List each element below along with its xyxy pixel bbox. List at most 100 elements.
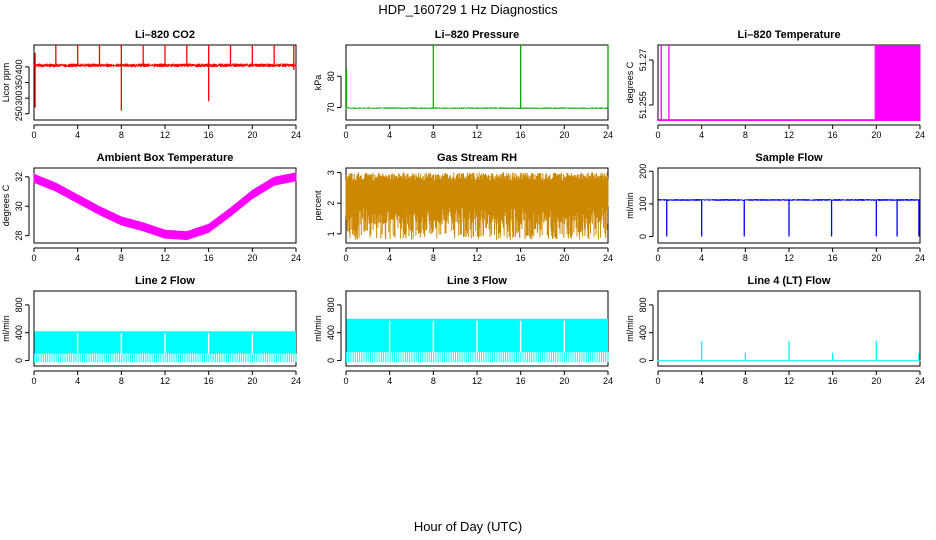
series xyxy=(34,331,297,363)
y-tick-label: 300 xyxy=(14,91,24,106)
x-tick-label: 4 xyxy=(75,376,80,386)
y-axis: 1 2 3 xyxy=(326,170,342,236)
x-tick-label: 24 xyxy=(915,130,925,140)
y-axis: 0 400 800 xyxy=(14,297,30,363)
panel-1: Li–820 CO2 Licor ppm 0 4 8 12 16 20 24 2503003504… xyxy=(1,29,301,140)
x-tick-label: 24 xyxy=(603,253,613,263)
plot-frame xyxy=(33,290,297,367)
x-tick-label: 12 xyxy=(472,253,482,263)
figure-title: HDP_160729 1 Hz Diagnostics xyxy=(378,2,558,17)
x-tick-label: 8 xyxy=(743,130,748,140)
x-tick-label: 16 xyxy=(516,253,526,263)
x-tick-label: 12 xyxy=(472,376,482,386)
series-line xyxy=(657,199,921,201)
x-tick-label: 20 xyxy=(559,130,569,140)
x-tick-label: 8 xyxy=(431,253,436,263)
y-tick-label: 800 xyxy=(14,297,24,312)
figure-xlabel: Hour of Day (UTC) xyxy=(414,519,522,534)
x-axis: 0 4 8 12 16 20 24 xyxy=(31,370,301,386)
plot-frame xyxy=(657,167,921,244)
panel-7: Line 2 Flow ml/min 0 4 8 12 16 20 24 0 400 800 xyxy=(1,275,301,386)
x-tick-label: 12 xyxy=(160,130,170,140)
x-tick-label: 16 xyxy=(828,130,838,140)
x-axis: 0 4 8 12 16 20 24 xyxy=(655,124,925,140)
x-tick-label: 4 xyxy=(75,253,80,263)
x-tick-label: 24 xyxy=(915,253,925,263)
y-tick-label: 250 xyxy=(14,106,24,121)
x-tick-label: 12 xyxy=(784,130,794,140)
x-tick-label: 4 xyxy=(387,130,392,140)
panel-title: Li–820 Temperature xyxy=(737,29,840,41)
series-line xyxy=(657,120,921,121)
y-tick-label: 0 xyxy=(638,358,648,363)
series xyxy=(657,45,921,121)
x-axis: 0 4 8 12 16 20 24 xyxy=(31,124,301,140)
series-line xyxy=(345,107,609,110)
series xyxy=(657,341,921,362)
x-tick-label: 24 xyxy=(915,376,925,386)
x-tick-label: 12 xyxy=(472,130,482,140)
x-tick-label: 12 xyxy=(160,253,170,263)
series xyxy=(346,318,609,363)
x-tick-label: 16 xyxy=(516,376,526,386)
panel-2: Li–820 Pressure kPa 0 4 8 12 16 20 24 70 80 xyxy=(313,29,613,140)
x-tick-label: 0 xyxy=(655,253,660,263)
y-axis-label: ml/min xyxy=(625,192,635,219)
x-tick-label: 8 xyxy=(431,376,436,386)
y-tick-label: 0 xyxy=(638,234,648,239)
y-axis-label: ml/min xyxy=(313,315,323,342)
y-tick-label: 30 xyxy=(14,201,24,211)
x-tick-label: 4 xyxy=(699,130,704,140)
x-tick-label: 8 xyxy=(743,253,748,263)
x-tick-label: 20 xyxy=(559,376,569,386)
series xyxy=(345,172,609,240)
panel-title: Ambient Box Temperature xyxy=(97,152,234,164)
x-tick-label: 24 xyxy=(291,253,301,263)
x-tick-label: 8 xyxy=(119,376,124,386)
x-tick-label: 12 xyxy=(784,376,794,386)
x-axis: 0 4 8 12 16 20 24 xyxy=(31,247,301,263)
x-tick-label: 4 xyxy=(75,130,80,140)
x-tick-label: 24 xyxy=(291,130,301,140)
x-tick-label: 20 xyxy=(871,253,881,263)
y-axis-label: kPa xyxy=(313,75,323,91)
panel-title: Line 4 (LT) Flow xyxy=(748,275,831,287)
x-tick-label: 0 xyxy=(343,376,348,386)
x-axis: 0 4 8 12 16 20 24 xyxy=(655,247,925,263)
x-tick-label: 4 xyxy=(699,376,704,386)
y-tick-label: 51.255 xyxy=(638,91,648,119)
x-axis: 0 4 8 12 16 20 24 xyxy=(343,247,613,263)
x-tick-label: 4 xyxy=(387,376,392,386)
y-tick-label: 800 xyxy=(638,297,648,312)
y-axis-label: degrees C xyxy=(1,184,11,226)
y-axis-label: Licor ppm xyxy=(1,63,11,103)
y-tick-label: 100 xyxy=(638,196,648,211)
x-tick-label: 16 xyxy=(204,376,214,386)
y-tick-label: 1 xyxy=(326,231,336,236)
x-tick-label: 12 xyxy=(160,376,170,386)
x-tick-label: 4 xyxy=(387,253,392,263)
series-line xyxy=(345,172,609,240)
panel-title: Line 3 Flow xyxy=(447,275,507,287)
series-line xyxy=(657,360,921,362)
panel-title: Sample Flow xyxy=(755,152,823,164)
y-axis-label: percent xyxy=(313,190,323,221)
series xyxy=(657,199,921,237)
panel-title: Li–820 CO2 xyxy=(135,29,195,41)
y-axis: 70 80 xyxy=(326,71,342,113)
y-tick-label: 28 xyxy=(14,231,24,241)
panel-9: Line 4 (LT) Flow ml/min 0 4 8 12 16 20 24 0 400 800 xyxy=(625,275,925,386)
y-tick-label: 200 xyxy=(638,164,648,179)
y-tick-label: 0 xyxy=(326,358,336,363)
y-axis: 51.255 51.27 xyxy=(638,49,654,119)
x-tick-label: 20 xyxy=(559,253,569,263)
x-tick-label: 16 xyxy=(828,253,838,263)
series xyxy=(345,45,609,110)
series xyxy=(33,172,297,241)
x-tick-label: 20 xyxy=(247,130,257,140)
panel-3: Li–820 Temperature degrees C 0 4 8 12 16 20 24 51… xyxy=(625,29,925,140)
y-tick-label: 80 xyxy=(326,71,336,81)
